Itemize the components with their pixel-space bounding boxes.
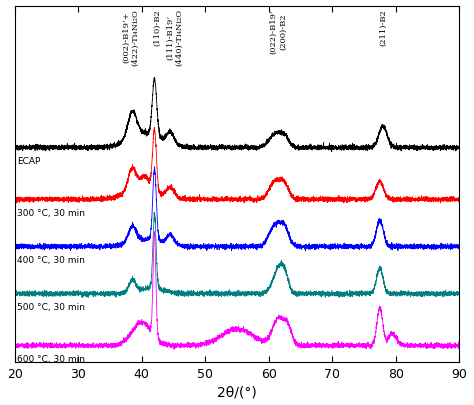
Text: 600 °C, 30 min: 600 °C, 30 min [17, 354, 85, 363]
X-axis label: 2θ/(°): 2θ/(°) [217, 384, 257, 398]
Text: ECAP: ECAP [17, 157, 40, 166]
Text: 300 °C, 30 min: 300 °C, 30 min [17, 208, 85, 217]
Text: 400 °C, 30 min: 400 °C, 30 min [17, 255, 85, 264]
Text: (022)-B19’
(200)-B2: (022)-B19’ (200)-B2 [270, 9, 287, 54]
Text: (002)-B19’+
(422)-Ti₄Ni₂O: (002)-B19’+ (422)-Ti₄Ni₂O [122, 9, 139, 66]
Text: (111)-B19’
(440)-Ti₄Ni₂O: (111)-B19’ (440)-Ti₄Ni₂O [166, 9, 183, 66]
Text: 500 °C, 30 min: 500 °C, 30 min [17, 303, 85, 311]
Text: (211)-B2: (211)-B2 [379, 9, 387, 46]
Text: (110)-B2: (110)-B2 [154, 9, 162, 46]
